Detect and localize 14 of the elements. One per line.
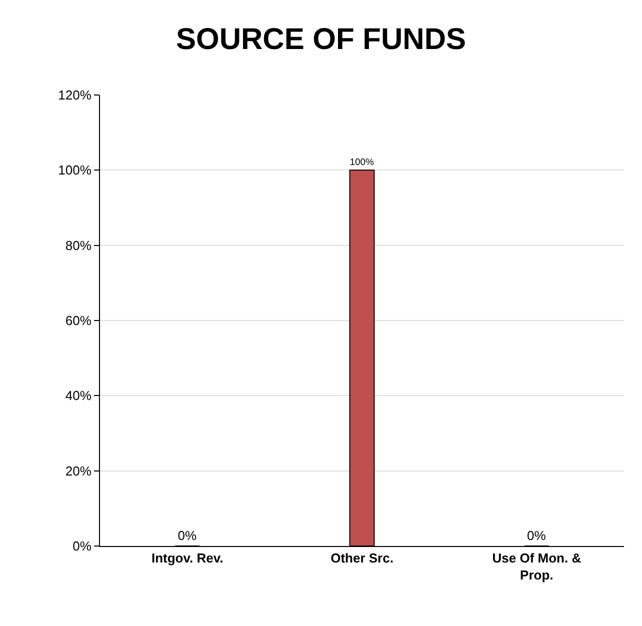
- data-label: 100%: [350, 156, 375, 167]
- y-tick-label: 100%: [58, 162, 92, 178]
- y-tick-label: 60%: [65, 313, 92, 328]
- y-tick-label: 120%: [58, 88, 92, 103]
- y-tick-label: 40%: [65, 388, 92, 404]
- y-tick-label: 0%: [72, 538, 92, 554]
- y-tick-label: 20%: [65, 463, 92, 478]
- data-label: 0%: [178, 528, 197, 543]
- y-tick-label: 80%: [65, 238, 92, 253]
- x-tick-label: Use Of Mon. & Prop.: [492, 550, 582, 582]
- data-label: 0%: [527, 528, 546, 543]
- x-tick-label: Intgov. Rev.: [151, 550, 224, 566]
- chart-title: SOURCE OF FUNDS: [176, 23, 466, 56]
- x-tick-label: Other Src.: [330, 550, 394, 566]
